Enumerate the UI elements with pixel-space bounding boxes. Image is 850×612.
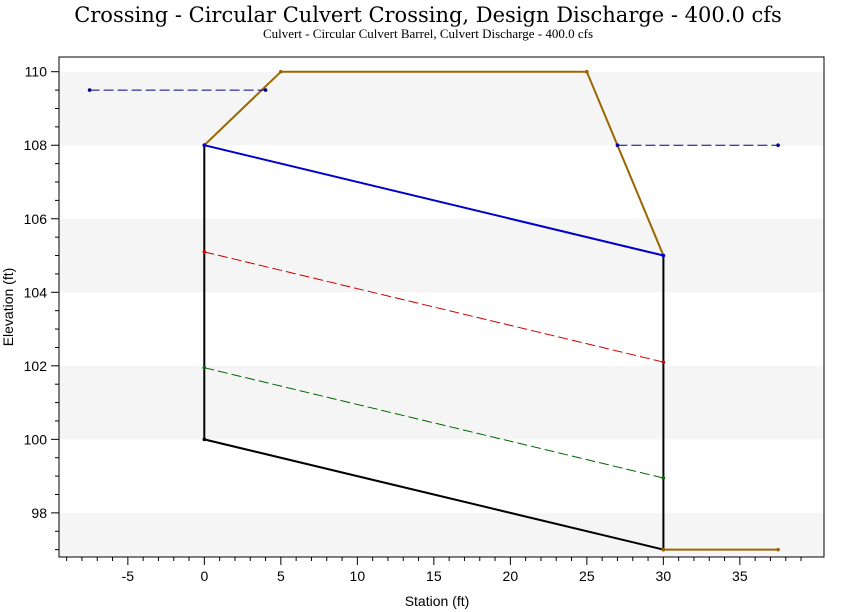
x-axis-ticks: -5 0 5 10 15 20 25 30 35 [122,557,748,584]
x-tick-label: 30 [656,568,672,584]
series-layer [87,69,780,552]
x-tick-label: 0 [200,568,208,584]
grid-band [59,218,824,293]
series-point-0 [202,437,207,442]
y-tick-label: 108 [24,137,48,153]
series-point-7 [615,143,620,148]
x-axis-label: Station (ft) [405,593,470,609]
series-point-5 [661,476,666,480]
plot-frame [58,56,825,558]
series-point-5 [202,365,207,370]
series-line-5 [204,367,664,479]
series-point-2 [661,547,666,552]
series-point-3 [202,143,207,148]
series-point-6 [263,88,268,92]
y-tick-label: 98 [31,505,47,521]
series-line-0 [203,145,665,551]
grid-band [59,365,824,440]
x-tick-label: -5 [122,568,135,584]
series-point-7 [776,143,780,148]
series-point-6 [87,88,92,92]
chart-title: Crossing - Circular Culvert Crossing, De… [74,3,782,27]
x-tick-label: 5 [277,568,285,584]
series-point-1 [279,69,283,74]
x-tick-label: 15 [426,568,442,584]
minor-ticks [55,89,802,561]
series-point-2 [776,547,780,552]
series-point-1 [585,69,589,74]
series-point-3 [661,253,666,258]
y-axis-label: Elevation (ft) [0,268,16,347]
x-tick-label: 35 [732,568,748,584]
y-tick-label: 110 [25,64,48,80]
series-line-4 [204,251,664,363]
y-tick-label: 100 [24,431,48,447]
chart-subtitle: Culvert - Circular Culvert Barrel, Culve… [263,26,593,41]
series-point-4 [202,250,207,254]
series-line-3 [204,144,664,257]
series-point-4 [661,360,666,364]
series-line-1 [203,70,665,256]
x-tick-label: 20 [503,568,519,584]
y-tick-label: 106 [24,211,48,227]
y-tick-label: 102 [24,358,48,374]
y-axis-ticks: 98 100 102 104 106 108 110 [24,64,59,521]
grid-band [59,71,824,146]
x-tick-label: 25 [579,568,595,584]
grid-bands [59,57,824,557]
y-tick-label: 104 [24,284,48,300]
x-tick-label: 10 [350,568,366,584]
